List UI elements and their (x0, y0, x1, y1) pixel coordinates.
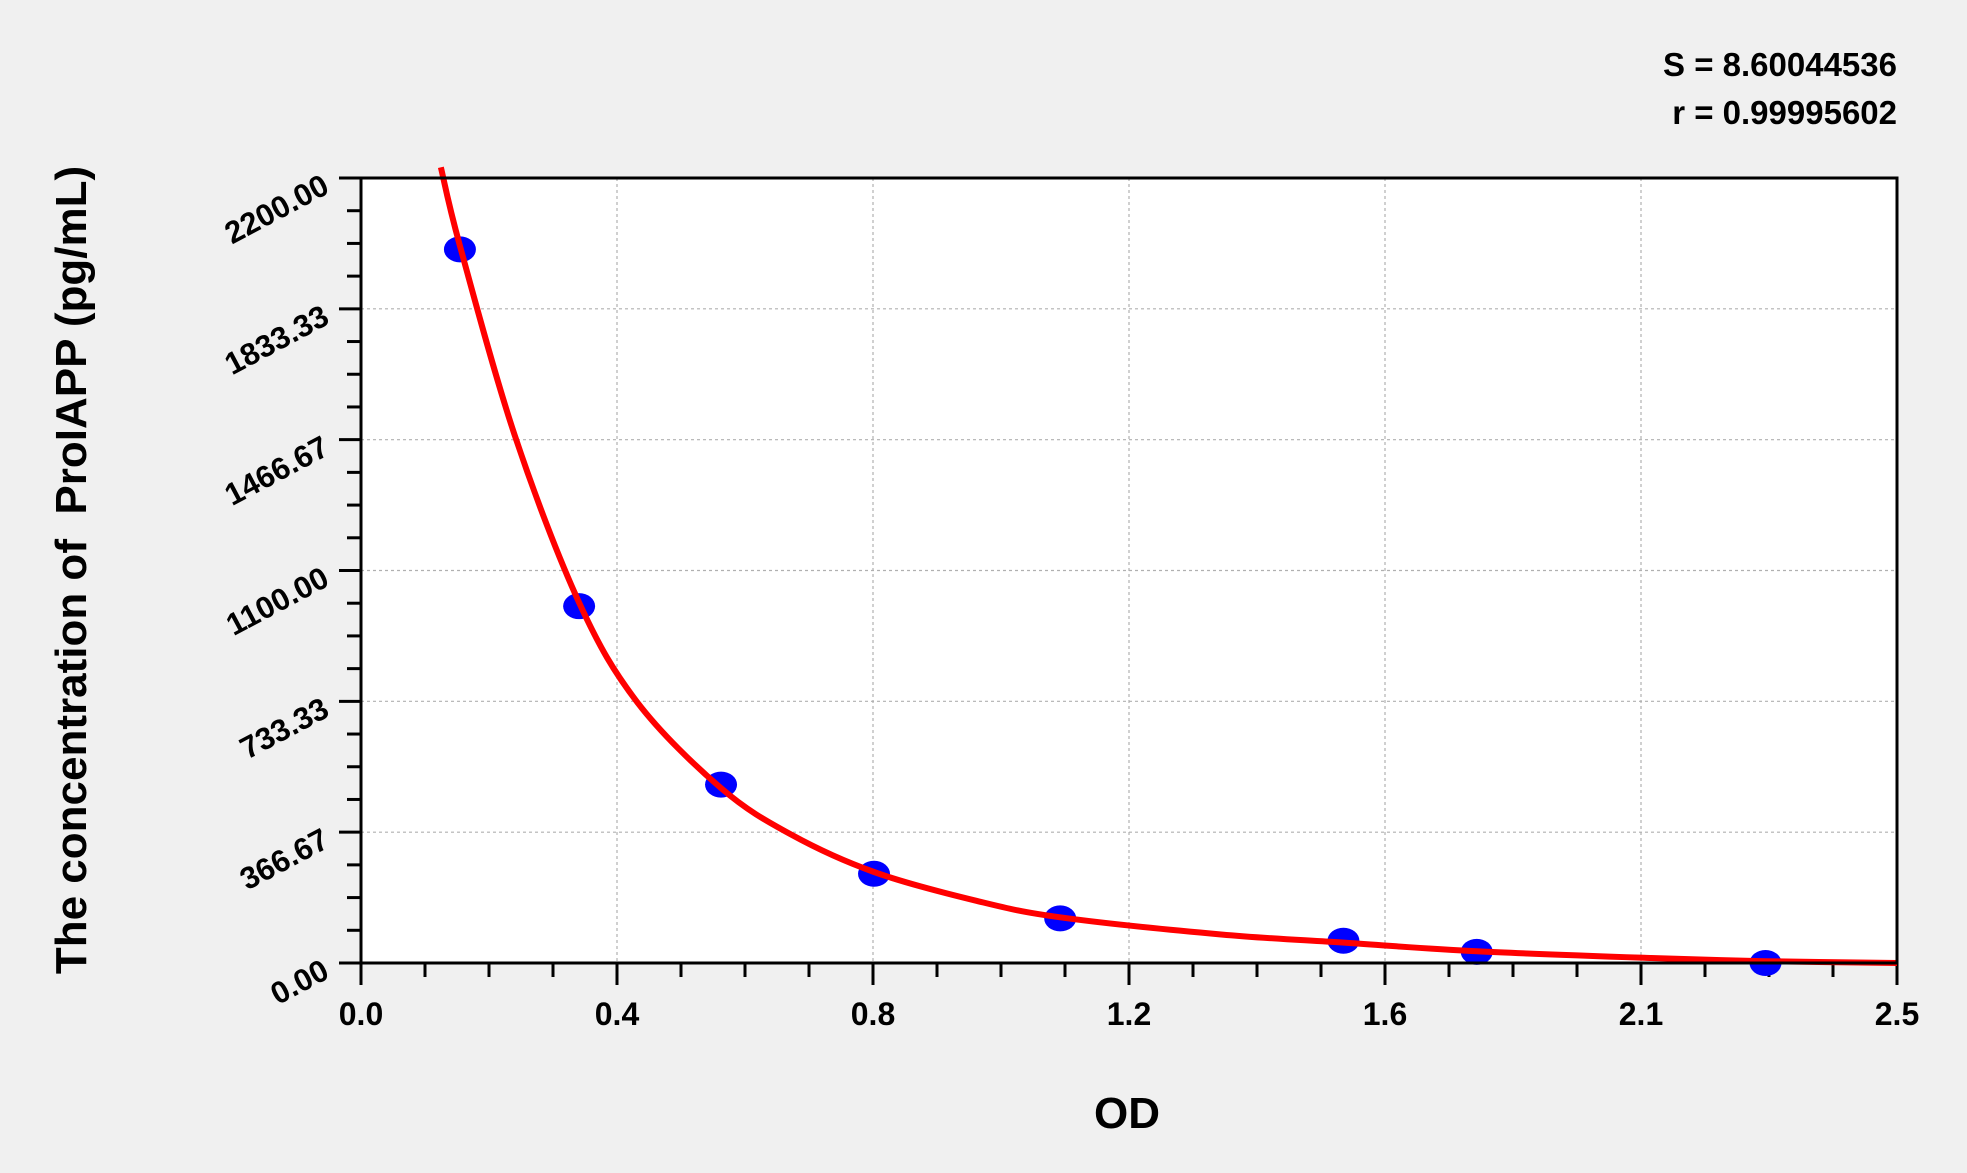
x-tick-label: 0.8 (851, 996, 895, 1032)
x-axis-label: OD (1094, 1089, 1160, 1138)
stat-s: S = 8.60044536 (1663, 46, 1897, 83)
axis-ticks (339, 176, 1899, 985)
x-tick-label: 2.1 (1619, 996, 1663, 1032)
x-tick-label: 0.4 (595, 996, 640, 1032)
grid (361, 178, 1897, 963)
fit-curve (437, 166, 1898, 966)
x-tick-label: 2.5 (1875, 996, 1919, 1032)
x-tick-label: 0.0 (339, 996, 383, 1032)
plot-frame (359, 176, 1899, 965)
x-tick-label: 1.2 (1107, 996, 1151, 1032)
y-axis-label: The concentration of ProIAPP (pg/mL) (47, 166, 96, 974)
stat-r: r = 0.99995602 (1672, 94, 1897, 131)
x-tick-label: 1.6 (1363, 996, 1407, 1032)
